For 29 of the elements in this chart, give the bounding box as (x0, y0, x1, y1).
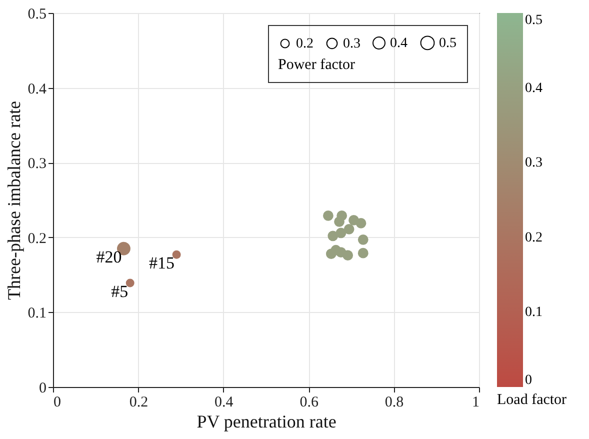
annotation: #5 (111, 282, 128, 302)
x-tick-label: 0 (54, 394, 61, 410)
color-bar-label: 0 (525, 373, 532, 388)
color-bar-title: Load factor (497, 392, 567, 408)
annotation: #15 (149, 254, 175, 273)
x-axis-title: PV penetration rate (196, 412, 336, 432)
y-tick-label: 0.4 (28, 81, 47, 98)
legend-label: 0.3 (343, 36, 360, 52)
color-bar-label: 0.3 (525, 156, 542, 171)
x-tick-label: 0.2 (129, 394, 148, 410)
y-tick-label: 0.1 (28, 306, 46, 322)
color-bar-label: 0.1 (525, 305, 542, 320)
y-tick-label: 0.3 (28, 156, 46, 172)
x-tick-label: 0.8 (384, 394, 404, 410)
legend-title: Power factor (278, 57, 356, 73)
y-axis-title: Three-phase imbalance rate (4, 101, 24, 300)
x-tick-label: 1 (472, 394, 480, 410)
y-tick-label: 0 (39, 380, 46, 396)
color-bar-label: 0.4 (525, 80, 542, 96)
x-tick-label: 0.6 (300, 394, 319, 410)
color-bar-label: 0.5 (525, 13, 542, 28)
x-tick-label: 0.4 (214, 394, 234, 410)
y-tick-label: 0.5 (28, 6, 46, 22)
legend-label: 0.5 (439, 36, 456, 51)
legend-label: 0.2 (296, 36, 314, 52)
color-bar-label: 0.2 (525, 230, 542, 246)
annotation: #20 (96, 248, 122, 267)
y-tick-label: 0.2 (28, 230, 46, 247)
legend-label: 0.4 (390, 36, 408, 51)
